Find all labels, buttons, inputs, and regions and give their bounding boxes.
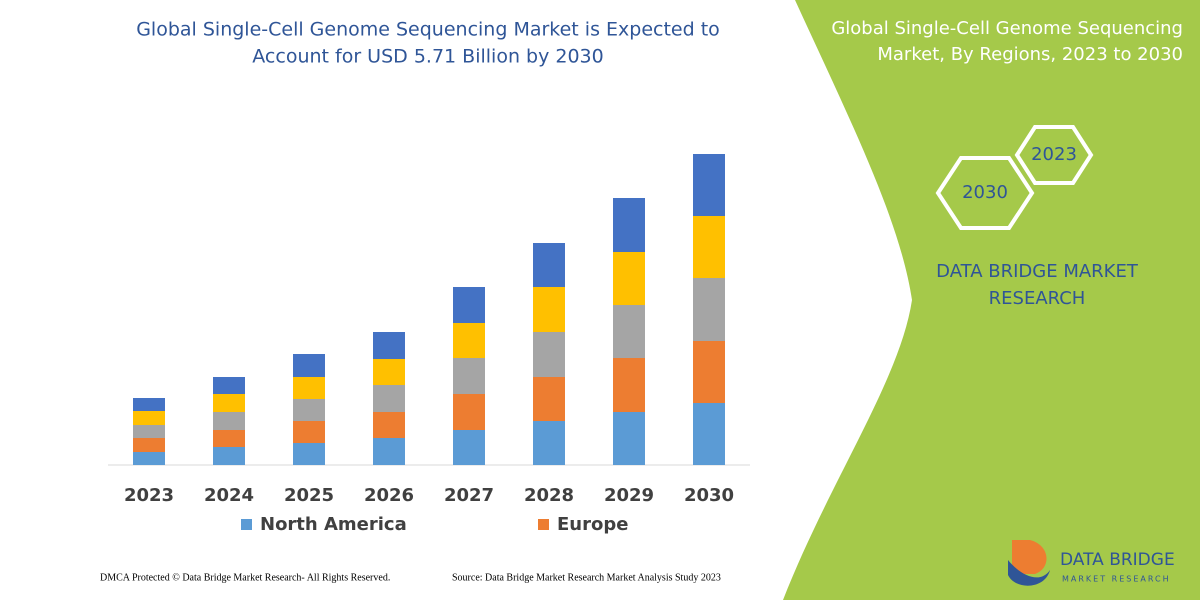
hexagon-label: 2023 <box>1031 144 1077 165</box>
x-tick-label: 2025 <box>284 485 334 506</box>
x-tick-label: 2024 <box>204 485 254 506</box>
side-panel <box>783 0 1200 600</box>
bar-segment <box>293 443 325 465</box>
bar-segment <box>453 323 485 358</box>
bar-segment <box>373 438 405 465</box>
bar-segment <box>293 377 325 399</box>
bar-segment <box>613 198 645 252</box>
bar-segment <box>613 305 645 358</box>
logo-mark <box>1008 560 1050 586</box>
bar-segment <box>293 399 325 421</box>
logo-tagline: MARKET RESEARCH <box>1062 575 1171 584</box>
bar-segment <box>533 421 565 465</box>
bar-segment <box>453 287 485 323</box>
legend-label: North America <box>260 514 407 535</box>
bar-segment <box>213 412 245 430</box>
bar-segment <box>533 287 565 332</box>
panel-title: Global Single-Cell Genome Sequencing <box>831 18 1183 39</box>
bar-segment <box>693 154 725 216</box>
bar-segment <box>293 354 325 377</box>
legend-swatch <box>538 519 549 530</box>
chart-title: Account for USD 5.71 Billion by 2030 <box>252 46 603 68</box>
bar-segment <box>373 385 405 412</box>
chart-title: Global Single-Cell Genome Sequencing Mar… <box>136 19 720 41</box>
brand-text: RESEARCH <box>989 288 1086 309</box>
bar-segment <box>213 394 245 412</box>
bar-segment <box>213 430 245 447</box>
panel-title: Market, By Regions, 2023 to 2030 <box>877 44 1183 65</box>
bar-segment <box>613 412 645 465</box>
bar-segment <box>133 438 165 452</box>
legend-label: Europe <box>557 514 628 535</box>
bar-segment <box>693 278 725 341</box>
bar-segment <box>373 359 405 385</box>
brand-text: DATA BRIDGE MARKET <box>936 261 1139 282</box>
bar-segment <box>133 425 165 438</box>
x-tick-label: 2029 <box>604 485 654 506</box>
x-tick-label: 2028 <box>524 485 574 506</box>
bar-segment <box>133 398 165 411</box>
hexagon-label: 2030 <box>962 182 1008 203</box>
footer-text: Source: Data Bridge Market Research Mark… <box>452 572 721 583</box>
logo-name: DATA BRIDGE <box>1060 550 1175 570</box>
bar-segment <box>613 358 645 412</box>
bar-segment <box>373 332 405 359</box>
x-tick-label: 2023 <box>124 485 174 506</box>
bar-segment <box>693 216 725 278</box>
logo-mark <box>1012 540 1047 574</box>
bar-segment <box>453 430 485 465</box>
x-tick-label: 2027 <box>444 485 494 506</box>
bar-segment <box>133 411 165 425</box>
bar-segment <box>213 377 245 394</box>
bar-segment <box>533 243 565 287</box>
bar-segment <box>613 252 645 305</box>
hexagon <box>1014 125 1094 185</box>
bar-segment <box>533 332 565 377</box>
hexagon <box>935 156 1035 230</box>
x-tick-label: 2030 <box>684 485 734 506</box>
bar-segment <box>693 403 725 465</box>
bar-segment <box>213 447 245 465</box>
legend-swatch <box>241 519 252 530</box>
bar-segment <box>133 452 165 465</box>
footer-text: DMCA Protected © Data Bridge Market Rese… <box>100 572 390 583</box>
bar-segment <box>533 377 565 421</box>
x-tick-label: 2026 <box>364 485 414 506</box>
bar-segment <box>293 421 325 443</box>
bar-segment <box>453 394 485 430</box>
bar-segment <box>373 412 405 438</box>
bar-segment <box>453 358 485 394</box>
bar-segment <box>693 341 725 403</box>
